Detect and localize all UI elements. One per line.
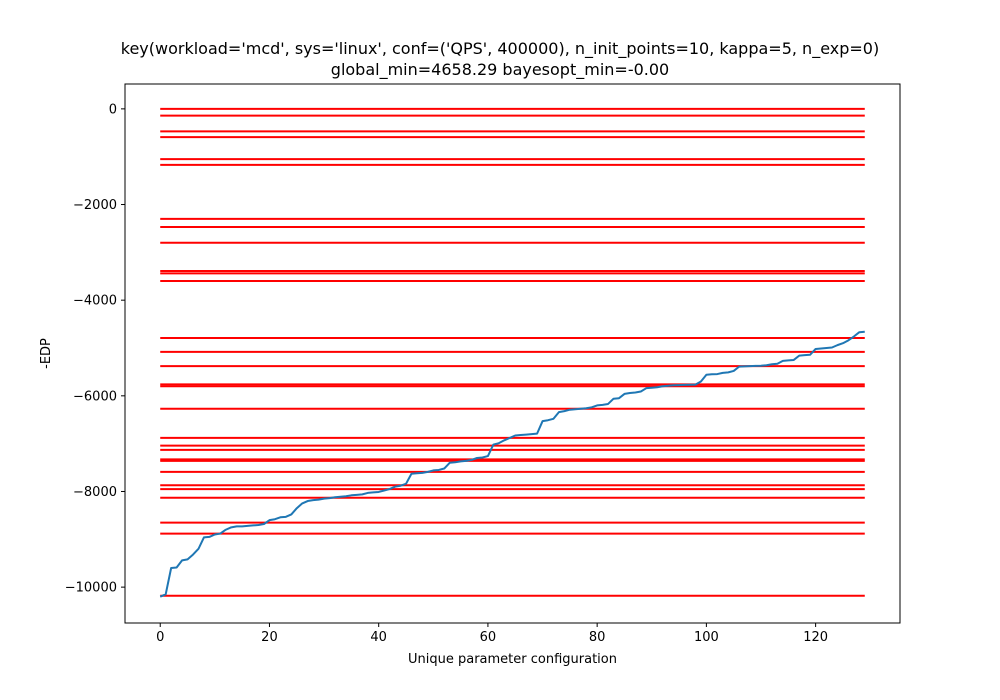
y-tick-label: 0 [109, 102, 117, 117]
x-axis-label: Unique parameter configuration [408, 652, 617, 667]
y-tick-label: −2000 [73, 198, 117, 213]
x-tick-label: 20 [261, 630, 278, 645]
y-tick-label: −8000 [73, 485, 117, 500]
plot-frame [124, 83, 901, 624]
y-tick-label: −4000 [73, 294, 117, 309]
x-tick-label: 100 [694, 630, 719, 645]
series-line [159, 330, 865, 598]
y-tick-label: −6000 [73, 389, 117, 404]
x-tick-label: 40 [370, 630, 387, 645]
x-tick-label: 0 [156, 630, 164, 645]
x-tick-label: 120 [803, 630, 828, 645]
y-axis-ticks: 0 −2000 −4000 −6000 −8000 −10000 [65, 102, 125, 596]
chart-title: key(workload='mcd', sys='linux', conf=('… [120, 39, 880, 58]
chart-subtitle: global_min=4658.29 bayesopt_min=-0.00 [330, 60, 670, 79]
reference-lines [160, 107, 865, 597]
y-axis-label: -EDP [39, 338, 54, 369]
y-tick-label: −10000 [65, 581, 117, 596]
x-axis-ticks: 0 20 40 60 80 100 120 [156, 623, 828, 645]
x-tick-label: 80 [589, 630, 606, 645]
x-tick-label: 60 [480, 630, 497, 645]
series-layer [159, 330, 865, 598]
